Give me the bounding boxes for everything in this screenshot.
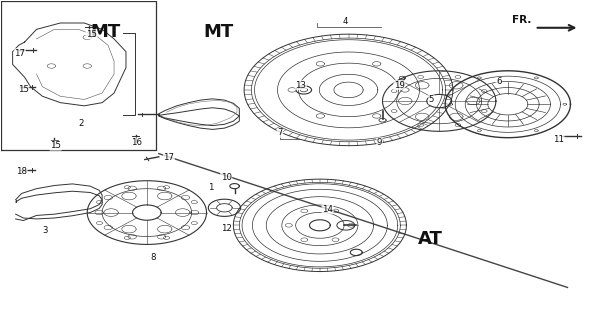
Text: FR.: FR. (512, 15, 532, 25)
Text: MT: MT (90, 23, 120, 41)
Text: 9: 9 (377, 138, 382, 147)
Text: 2: 2 (78, 119, 84, 128)
Text: 19: 19 (394, 81, 405, 90)
Text: 5: 5 (429, 95, 434, 104)
Text: 4: 4 (343, 17, 348, 26)
Text: MT: MT (203, 23, 234, 41)
Text: 12: 12 (221, 224, 231, 233)
Text: 1: 1 (208, 183, 213, 192)
Text: 14: 14 (322, 205, 333, 214)
Text: AT: AT (418, 230, 443, 248)
Text: 16: 16 (131, 138, 142, 147)
Text: 8: 8 (150, 253, 155, 262)
Text: 11: 11 (553, 135, 564, 144)
Text: 15: 15 (86, 30, 97, 39)
Text: 17: 17 (163, 153, 175, 162)
Text: 18: 18 (16, 167, 27, 176)
Text: 6: 6 (496, 77, 502, 86)
Text: 3: 3 (42, 226, 48, 235)
Text: 13: 13 (295, 81, 306, 90)
Text: 15: 15 (18, 85, 29, 94)
Text: 15: 15 (50, 141, 61, 150)
Text: 7: 7 (277, 128, 283, 137)
Text: 10: 10 (221, 173, 231, 182)
Text: 17: 17 (14, 49, 25, 58)
